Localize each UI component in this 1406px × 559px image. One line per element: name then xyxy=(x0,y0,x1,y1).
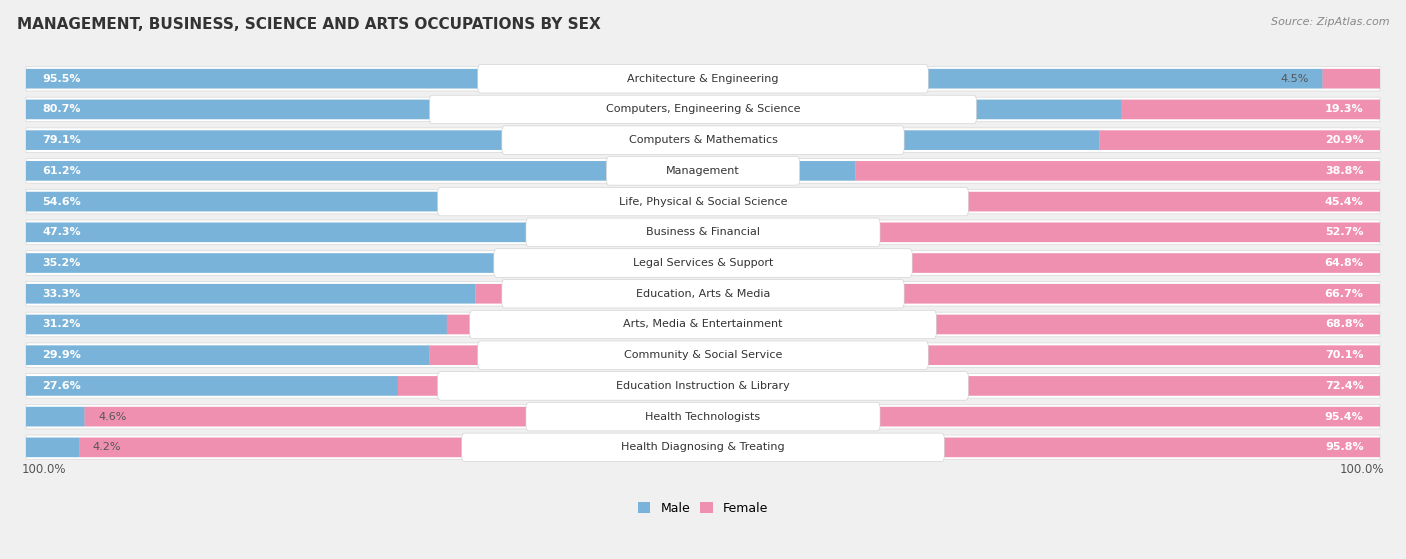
FancyBboxPatch shape xyxy=(25,343,1381,367)
FancyBboxPatch shape xyxy=(478,341,928,369)
Text: Legal Services & Support: Legal Services & Support xyxy=(633,258,773,268)
FancyBboxPatch shape xyxy=(25,100,1121,119)
Text: 100.0%: 100.0% xyxy=(22,463,66,476)
FancyBboxPatch shape xyxy=(429,95,977,124)
Text: 95.8%: 95.8% xyxy=(1324,442,1364,452)
FancyBboxPatch shape xyxy=(765,192,1381,211)
Text: 4.5%: 4.5% xyxy=(1281,74,1309,84)
FancyBboxPatch shape xyxy=(25,404,1381,429)
FancyBboxPatch shape xyxy=(25,253,502,273)
FancyBboxPatch shape xyxy=(437,372,969,400)
Text: 54.6%: 54.6% xyxy=(42,197,82,207)
FancyBboxPatch shape xyxy=(447,315,1381,334)
Text: Management: Management xyxy=(666,166,740,176)
FancyBboxPatch shape xyxy=(25,190,1381,214)
FancyBboxPatch shape xyxy=(494,249,912,277)
FancyBboxPatch shape xyxy=(526,218,880,247)
Text: 19.3%: 19.3% xyxy=(1324,105,1364,115)
FancyBboxPatch shape xyxy=(526,402,880,431)
FancyBboxPatch shape xyxy=(25,373,1381,398)
FancyBboxPatch shape xyxy=(25,282,1381,306)
FancyBboxPatch shape xyxy=(606,157,800,185)
Text: 80.7%: 80.7% xyxy=(42,105,82,115)
Text: 35.2%: 35.2% xyxy=(42,258,80,268)
FancyBboxPatch shape xyxy=(79,438,1381,457)
Text: Architecture & Engineering: Architecture & Engineering xyxy=(627,74,779,84)
Legend: Male, Female: Male, Female xyxy=(633,497,773,520)
Text: 20.9%: 20.9% xyxy=(1324,135,1364,145)
FancyBboxPatch shape xyxy=(25,438,79,457)
Text: 52.7%: 52.7% xyxy=(1324,228,1364,238)
FancyBboxPatch shape xyxy=(25,345,429,365)
FancyBboxPatch shape xyxy=(25,284,475,304)
Text: Health Technologists: Health Technologists xyxy=(645,411,761,421)
Text: 100.0%: 100.0% xyxy=(1340,463,1384,476)
Text: 45.4%: 45.4% xyxy=(1324,197,1364,207)
Text: 64.8%: 64.8% xyxy=(1324,258,1364,268)
Text: 95.4%: 95.4% xyxy=(1324,411,1364,421)
Text: 95.5%: 95.5% xyxy=(42,74,82,84)
FancyBboxPatch shape xyxy=(25,159,1381,183)
Text: Community & Social Service: Community & Social Service xyxy=(624,350,782,360)
Text: 4.6%: 4.6% xyxy=(98,411,127,421)
Text: Computers, Engineering & Science: Computers, Engineering & Science xyxy=(606,105,800,115)
Text: 29.9%: 29.9% xyxy=(42,350,82,360)
Text: Computers & Mathematics: Computers & Mathematics xyxy=(628,135,778,145)
FancyBboxPatch shape xyxy=(84,407,1381,427)
FancyBboxPatch shape xyxy=(25,97,1381,122)
Text: 79.1%: 79.1% xyxy=(42,135,82,145)
FancyBboxPatch shape xyxy=(502,126,904,154)
FancyBboxPatch shape xyxy=(666,222,1381,242)
Text: 38.8%: 38.8% xyxy=(1324,166,1364,176)
Text: Source: ZipAtlas.com: Source: ZipAtlas.com xyxy=(1271,17,1389,27)
FancyBboxPatch shape xyxy=(25,192,766,211)
Text: Health Diagnosing & Treating: Health Diagnosing & Treating xyxy=(621,442,785,452)
Text: 27.6%: 27.6% xyxy=(42,381,82,391)
FancyBboxPatch shape xyxy=(470,310,936,339)
FancyBboxPatch shape xyxy=(25,130,1099,150)
Text: Life, Physical & Social Science: Life, Physical & Social Science xyxy=(619,197,787,207)
FancyBboxPatch shape xyxy=(461,433,945,462)
Text: 31.2%: 31.2% xyxy=(42,320,82,329)
Text: 47.3%: 47.3% xyxy=(42,228,82,238)
FancyBboxPatch shape xyxy=(1121,100,1381,119)
FancyBboxPatch shape xyxy=(25,312,1381,337)
FancyBboxPatch shape xyxy=(1323,69,1381,88)
Text: Education Instruction & Library: Education Instruction & Library xyxy=(616,381,790,391)
Text: 33.3%: 33.3% xyxy=(42,289,80,299)
FancyBboxPatch shape xyxy=(25,251,1381,276)
FancyBboxPatch shape xyxy=(25,222,666,242)
FancyBboxPatch shape xyxy=(475,284,1381,304)
FancyBboxPatch shape xyxy=(437,187,969,216)
FancyBboxPatch shape xyxy=(25,435,1381,459)
FancyBboxPatch shape xyxy=(855,161,1381,181)
FancyBboxPatch shape xyxy=(398,376,1381,396)
FancyBboxPatch shape xyxy=(25,161,856,181)
Text: 72.4%: 72.4% xyxy=(1324,381,1364,391)
Text: Education, Arts & Media: Education, Arts & Media xyxy=(636,289,770,299)
FancyBboxPatch shape xyxy=(25,67,1381,91)
Text: 68.8%: 68.8% xyxy=(1324,320,1364,329)
FancyBboxPatch shape xyxy=(1099,130,1381,150)
Text: 66.7%: 66.7% xyxy=(1324,289,1364,299)
Text: Business & Financial: Business & Financial xyxy=(645,228,761,238)
FancyBboxPatch shape xyxy=(502,280,904,308)
FancyBboxPatch shape xyxy=(25,315,447,334)
FancyBboxPatch shape xyxy=(25,220,1381,245)
FancyBboxPatch shape xyxy=(25,69,1323,88)
FancyBboxPatch shape xyxy=(429,345,1381,365)
Text: MANAGEMENT, BUSINESS, SCIENCE AND ARTS OCCUPATIONS BY SEX: MANAGEMENT, BUSINESS, SCIENCE AND ARTS O… xyxy=(17,17,600,32)
Text: 61.2%: 61.2% xyxy=(42,166,82,176)
Text: Arts, Media & Entertainment: Arts, Media & Entertainment xyxy=(623,320,783,329)
FancyBboxPatch shape xyxy=(25,376,398,396)
FancyBboxPatch shape xyxy=(478,64,928,93)
Text: 4.2%: 4.2% xyxy=(93,442,121,452)
FancyBboxPatch shape xyxy=(25,407,84,427)
FancyBboxPatch shape xyxy=(502,253,1381,273)
FancyBboxPatch shape xyxy=(25,128,1381,153)
Text: 70.1%: 70.1% xyxy=(1324,350,1364,360)
